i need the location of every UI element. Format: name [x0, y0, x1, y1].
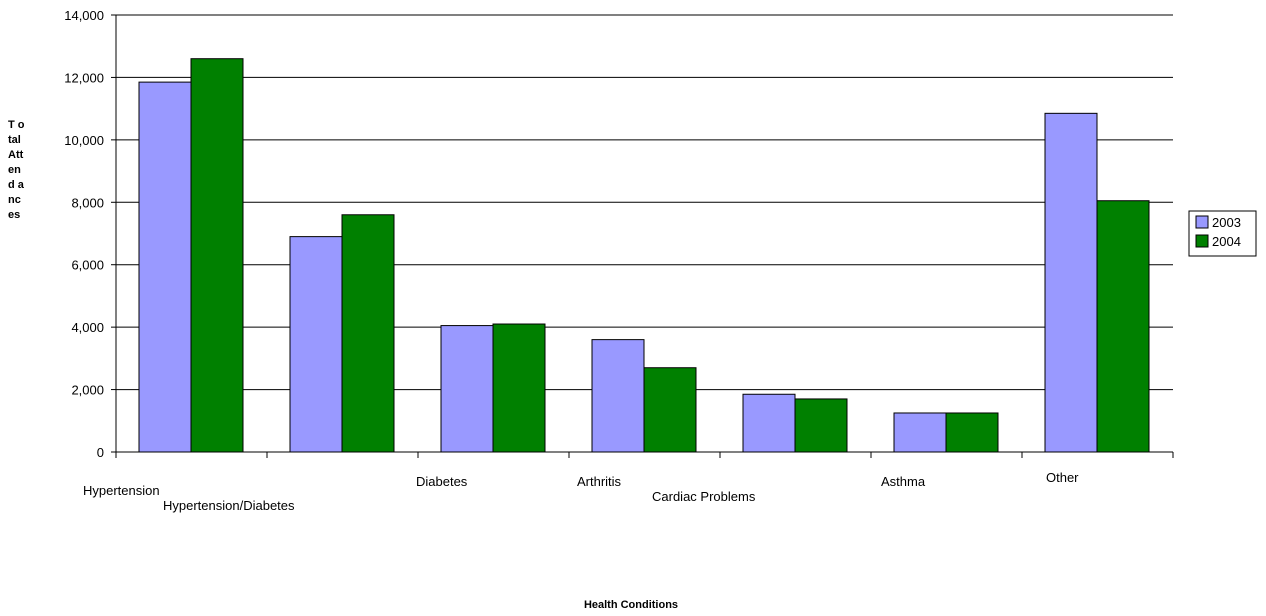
y-tick-label: 2,000 — [71, 383, 104, 398]
x-category-label: Asthma — [881, 474, 926, 489]
bar-2003 — [440, 325, 494, 453]
legend: 2003 2004 — [1188, 210, 1257, 257]
bar-2003 — [1044, 112, 1098, 453]
x-category-label: Cardiac Problems — [652, 489, 756, 504]
bar-2004 — [190, 58, 244, 453]
y-axis-label: T o tal Att en d a nc es — [8, 119, 25, 221]
x-category-label: Other — [1046, 470, 1079, 485]
legend-label-2003: 2003 — [1212, 215, 1241, 230]
y-tick-label: 12,000 — [64, 70, 104, 85]
y-tick-label: 4,000 — [71, 320, 104, 335]
x-category-label: Diabetes — [416, 474, 468, 489]
y-axis-label-line: T o — [8, 119, 25, 131]
bar-2003 — [893, 412, 947, 453]
bar-2003 — [591, 339, 645, 453]
bar-2004 — [492, 323, 546, 453]
y-tick-label: 14,000 — [64, 8, 104, 23]
y-tick-label: 8,000 — [71, 195, 104, 210]
y-axis-label-line: Att — [8, 149, 24, 161]
y-axis-label-line: tal — [8, 134, 21, 146]
legend-swatch-2004 — [1195, 234, 1209, 248]
y-axis-label-line: d a — [8, 179, 25, 191]
bar-2004 — [1096, 200, 1150, 453]
bar-2003 — [742, 393, 796, 453]
y-tick-label: 6,000 — [71, 258, 104, 273]
gridlines — [116, 14, 1173, 391]
x-category-label: Hypertension — [83, 483, 160, 498]
y-axis-label-line: nc — [8, 194, 21, 206]
bar-2003 — [289, 236, 343, 453]
bar-2003 — [138, 81, 192, 453]
y-tick-labels: 0 2,000 4,000 6,000 8,000 10,000 12,000 14,000 — [64, 8, 104, 460]
y-axis-label-line: en — [8, 164, 21, 176]
bar-2004 — [794, 398, 848, 453]
x-category-label: Hypertension/Diabetes — [163, 498, 295, 513]
y-tick-label: 10,000 — [64, 133, 104, 148]
y-axis-label-line: es — [8, 209, 20, 221]
legend-label-2004: 2004 — [1212, 234, 1241, 249]
bars — [138, 58, 1150, 453]
bar-2004 — [643, 367, 697, 453]
x-axis-label: Health Conditions — [584, 599, 678, 611]
x-category-label: Arthritis — [577, 474, 622, 489]
legend-swatch-2003 — [1195, 215, 1209, 229]
axes — [111, 14, 1174, 458]
bar-2004 — [945, 412, 999, 453]
bar-2004 — [341, 214, 395, 453]
y-tick-label: 0 — [97, 445, 104, 460]
